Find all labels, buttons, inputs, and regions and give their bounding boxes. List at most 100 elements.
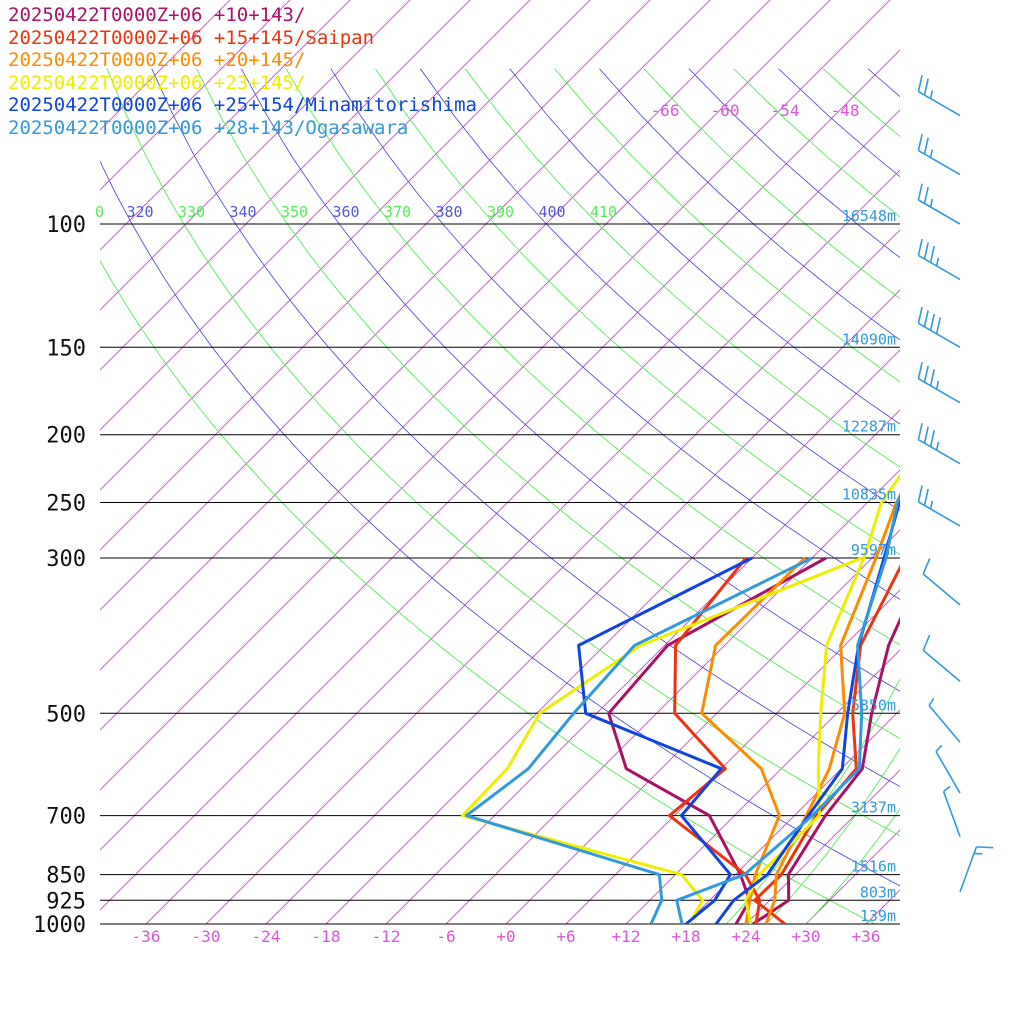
isotherm-line [100, 0, 291, 191]
temperature-tick-label: +30 [792, 927, 821, 946]
temperature-tick-label: +36 [852, 927, 881, 946]
isotherm-line [100, 0, 471, 371]
temperature-trace [764, 492, 900, 924]
isotherm-top-label: -54 [771, 101, 800, 120]
dry-adiabat-line [419, 68, 900, 512]
temperature-trace [753, 564, 900, 924]
temperature-tick-label: -18 [312, 927, 341, 946]
height-label: 1516m [851, 858, 896, 876]
wind-barb [959, 846, 994, 893]
height-label: 12287m [842, 418, 896, 436]
isotherm-top-label: -60 [711, 101, 740, 120]
wind-barb [928, 697, 961, 743]
dry-adiabat-line [330, 68, 900, 600]
wind-barb [917, 75, 961, 117]
pressure-tick-label: 150 [46, 336, 86, 361]
dewpoint-trace [460, 556, 863, 924]
wind-barb [942, 785, 961, 837]
pressure-tick-label: 1000 [33, 913, 86, 938]
wind-barb [917, 238, 961, 281]
isotherm-line [100, 0, 591, 491]
height-label: 10835m [842, 486, 896, 504]
temperature-tick-label: -30 [192, 927, 221, 946]
wind-barb [917, 485, 961, 527]
wind-barb [935, 744, 961, 794]
temperature-tick-label: +18 [672, 927, 701, 946]
wind-barb [922, 634, 961, 682]
isotherm-line [100, 109, 900, 911]
dry-adiabat-line [599, 68, 900, 341]
theta-label: 410 [590, 203, 617, 221]
dewpoint-trace [667, 557, 762, 924]
pressure-tick-label: 925 [46, 889, 86, 914]
isotherm-line [100, 0, 351, 251]
isotherm-line [865, 889, 900, 924]
height-label: 14090m [842, 330, 896, 348]
isotherm-line [505, 529, 900, 924]
isotherm-line [385, 409, 900, 924]
isotherm-line [145, 169, 900, 924]
pressure-tick-label: 200 [46, 424, 86, 449]
wind-barb [917, 306, 961, 348]
isotherm-line [100, 0, 891, 791]
theta-label: 380 [435, 203, 462, 221]
height-label: 5850m [851, 696, 896, 714]
wind-barb [917, 423, 961, 465]
theta-label: 390 [487, 203, 514, 221]
dry-adiabat-line [106, 68, 900, 837]
temperature-tick-label: -12 [372, 927, 401, 946]
theta-label: 400 [538, 203, 565, 221]
isotherm-line [100, 0, 531, 431]
height-label: 16548m [842, 207, 896, 225]
isotherm-top-label: -66 [651, 101, 680, 120]
moist-adiabat-line [805, 808, 900, 924]
theta-label: 360 [332, 203, 359, 221]
pressure-tick-label: 500 [46, 702, 86, 727]
isotherm-line [565, 589, 900, 924]
isotherm-line [100, 0, 651, 551]
isotherm-line [265, 289, 900, 924]
isotherm-line [445, 469, 900, 924]
temperature-tick-label: +12 [612, 927, 641, 946]
height-label: 9597m [851, 541, 896, 559]
legend-entry: 20250422T0000Z+06 +23+145/ [8, 71, 306, 94]
pressure-tick-label: 100 [46, 213, 86, 238]
temperature-trace [675, 492, 900, 924]
theta-label: 330 [178, 203, 205, 221]
dry-adiabat-line [464, 68, 900, 468]
dewpoint-trace [577, 556, 753, 924]
legend-entry: 20250422T0000Z+06 +10+143/ [8, 4, 306, 26]
isotherm-line [625, 649, 900, 924]
pressure-tick-label: 850 [46, 864, 86, 889]
theta-label: 0 [95, 203, 104, 221]
pressure-tick-label: 250 [46, 492, 86, 517]
legend-entry: 20250422T0000Z+06 +25+154/Minamitorishim… [8, 94, 477, 116]
dry-adiabat-line [100, 259, 876, 924]
legend-entry: 20250422T0000Z+06 +28+143/Ogasawara [8, 116, 409, 139]
isotherm-line [100, 0, 831, 731]
dry-adiabat-line [509, 68, 900, 425]
wind-barb [922, 558, 961, 606]
dewpoint-trace [464, 556, 813, 924]
legend: 20250422T0000Z+06 +10+143/20250422T0000Z… [8, 4, 477, 139]
pressure-tick-label: 300 [46, 547, 86, 572]
wind-barb [917, 183, 961, 225]
isotherm-line [100, 49, 900, 851]
temperature-trace [744, 473, 900, 924]
dry-adiabat-line [196, 68, 900, 739]
theta-label: 320 [126, 203, 153, 221]
dry-adiabat-line [100, 160, 900, 887]
temperature-tick-label: -36 [132, 927, 161, 946]
temperature-tick-label: +0 [496, 927, 515, 946]
theta-label: 340 [229, 203, 256, 221]
wind-barb [917, 134, 961, 176]
isotherm-line [100, 0, 711, 611]
legend-entry: 20250422T0000Z+06 +20+145/ [8, 49, 306, 71]
height-label: 139m [860, 907, 896, 925]
isotherm-line [205, 229, 900, 924]
temperature-trace [752, 616, 900, 924]
isotherm-top-label: -48 [831, 101, 860, 120]
temperature-tick-label: -6 [436, 927, 455, 946]
